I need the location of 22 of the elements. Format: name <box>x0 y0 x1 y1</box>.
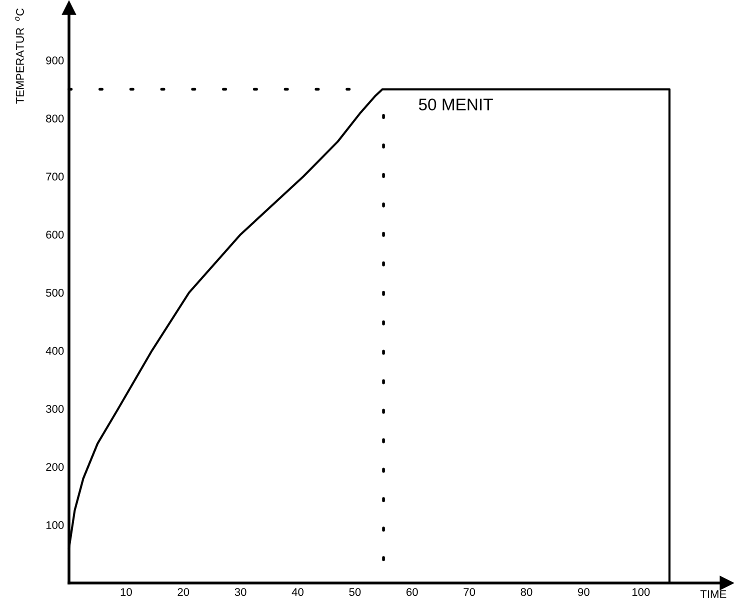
x-tick-label: 80 <box>520 588 532 596</box>
x-tick-label: 20 <box>178 588 190 596</box>
x-tick-label: 50 <box>349 588 361 596</box>
y-tick-label: 100 <box>46 521 64 530</box>
x-tick-label: 60 <box>406 588 418 596</box>
x-tick-label: 70 <box>464 588 476 596</box>
y-tick-label: 400 <box>46 346 64 355</box>
x-axis-title: TIME <box>700 590 726 598</box>
y-tick-label: 300 <box>46 404 64 413</box>
y-tick-label: 600 <box>46 230 64 239</box>
x-tick-label: 90 <box>578 588 590 596</box>
x-tick-label: 100 <box>632 588 650 596</box>
x-tick-label: 30 <box>234 588 246 596</box>
y-tick-label: 700 <box>46 172 64 181</box>
y-tick-label: 200 <box>46 463 64 471</box>
x-tick-label: 10 <box>120 588 132 596</box>
annotation: 50 MENIT <box>418 98 493 110</box>
y-tick-label: 500 <box>46 288 64 297</box>
y-axis-title: TEMPERATUR $^{o}$C <box>15 8 24 104</box>
y-tick-label: 900 <box>46 56 64 64</box>
y-tick-label: 800 <box>46 114 64 122</box>
x-tick-label: 40 <box>292 588 304 596</box>
